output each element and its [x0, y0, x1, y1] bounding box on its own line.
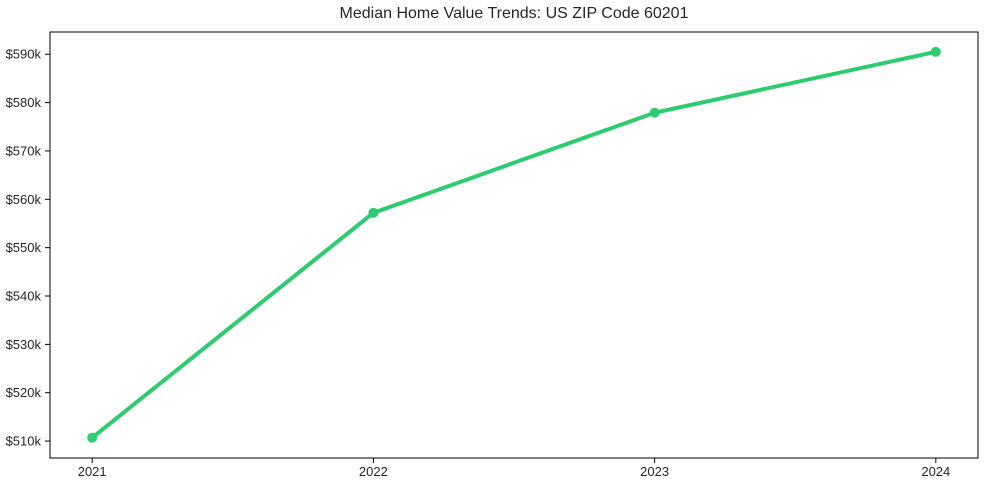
y-axis-tick-label: $580k: [6, 95, 42, 110]
data-point-marker: [368, 207, 379, 218]
x-axis-tick-label: 2021: [78, 464, 107, 479]
y-axis-tick-label: $520k: [6, 385, 42, 400]
chart-title: Median Home Value Trends: US ZIP Code 60…: [339, 5, 689, 22]
data-point-marker: [930, 46, 941, 57]
x-axis-tick-label: 2024: [921, 464, 950, 479]
y-axis-tick-label: $530k: [6, 337, 42, 352]
y-axis-tick-label: $560k: [6, 192, 42, 207]
data-point-marker: [649, 107, 660, 118]
x-axis-tick-label: 2023: [640, 464, 669, 479]
y-axis-tick-label: $540k: [6, 289, 42, 304]
x-axis-tick-label: 2022: [359, 464, 388, 479]
y-axis-tick-label: $510k: [6, 434, 42, 449]
trend-line: [90, 49, 938, 440]
y-axis-tick-label: $550k: [6, 240, 42, 255]
data-point-marker: [87, 432, 98, 443]
plot-border: [49, 31, 979, 459]
y-axis-tick-label: $570k: [6, 143, 42, 158]
y-axis-tick-label: $590k: [6, 47, 42, 62]
